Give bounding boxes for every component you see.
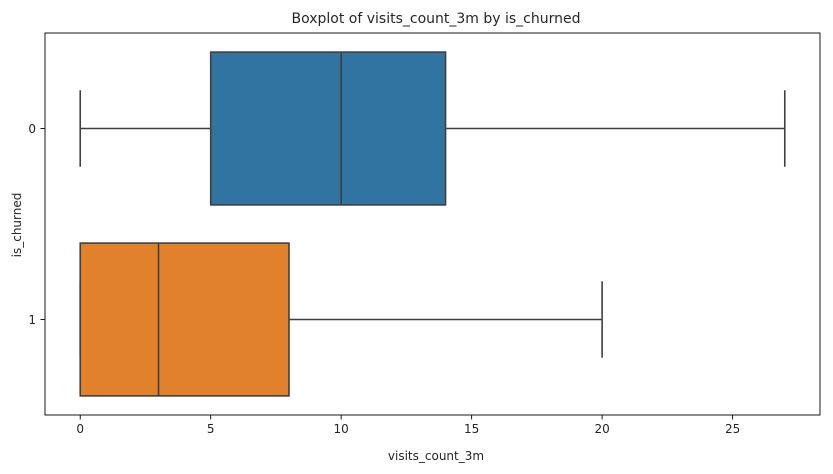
plot-area: 0 5 10 15 20 25 0 1: [28, 32, 821, 436]
box-group-1: [79, 242, 603, 397]
box-0: [209, 51, 447, 206]
plot-frame: [44, 32, 821, 416]
x-tick-label-15: 15: [464, 422, 479, 436]
x-tick-label-25: 25: [725, 422, 740, 436]
x-axis-label: visits_count_3m: [388, 449, 484, 463]
box-group-0: [79, 51, 786, 206]
x-tick-label-20: 20: [594, 422, 609, 436]
chart-title: Boxplot of visits_count_3m by is_churned: [291, 11, 580, 27]
x-tick-label-10: 10: [334, 422, 349, 436]
x-tick-label-0: 0: [76, 422, 84, 436]
y-axis-label: is_churned: [10, 193, 24, 258]
y-tick-label-0: 0: [28, 122, 36, 136]
x-tick-label-5: 5: [207, 422, 215, 436]
box-1: [79, 242, 290, 397]
y-tick-label-1: 1: [28, 313, 36, 327]
